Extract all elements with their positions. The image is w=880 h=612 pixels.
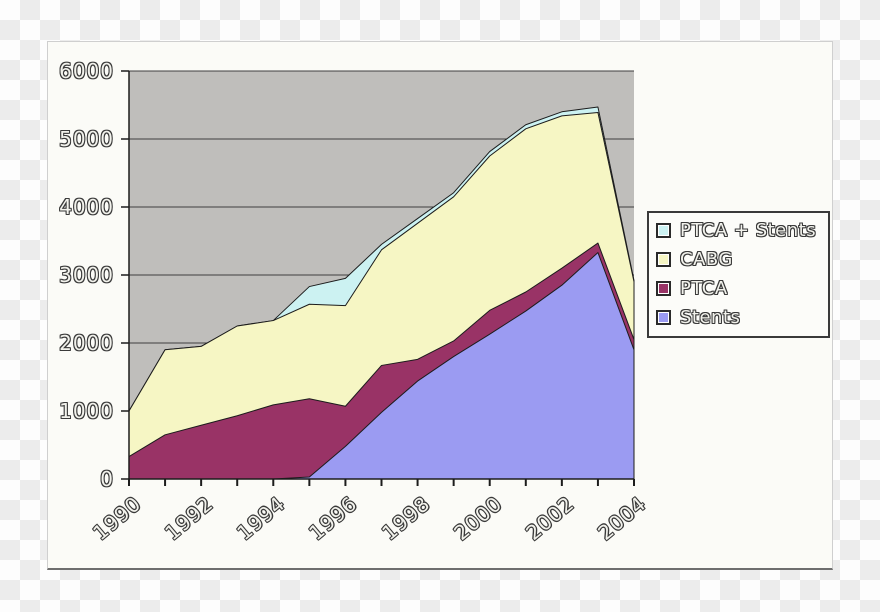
y-axis-label: 0 bbox=[100, 467, 114, 491]
legend-item: CABG bbox=[656, 250, 820, 269]
stacked-area-chart bbox=[121, 70, 635, 486]
y-axis-label: 2000 bbox=[59, 331, 114, 355]
legend-swatch-icon bbox=[656, 252, 671, 267]
y-axis-label: 1000 bbox=[59, 399, 114, 423]
legend-swatch-icon bbox=[656, 223, 671, 238]
legend-label: PTCA + Stents bbox=[680, 220, 817, 241]
y-axis-label: 3000 bbox=[59, 263, 114, 287]
legend-label: CABG bbox=[680, 249, 733, 270]
legend-item: PTCA bbox=[656, 279, 820, 298]
legend: PTCA + Stents CABG PTCA Stents bbox=[647, 211, 830, 338]
legend-label: PTCA bbox=[680, 278, 728, 299]
legend-item: Stents bbox=[656, 308, 820, 327]
legend-item: PTCA + Stents bbox=[656, 221, 820, 240]
legend-label: Stents bbox=[680, 307, 741, 328]
y-axis-label: 4000 bbox=[59, 195, 114, 219]
y-axis-label: 6000 bbox=[59, 59, 114, 83]
chart-canvas: 0 1000 2000 3000 4000 5000 6000 1990 1992 1994 19… bbox=[47, 41, 833, 570]
y-axis-label: 5000 bbox=[59, 127, 114, 151]
legend-swatch-icon bbox=[656, 281, 671, 296]
legend-swatch-icon bbox=[656, 310, 671, 325]
